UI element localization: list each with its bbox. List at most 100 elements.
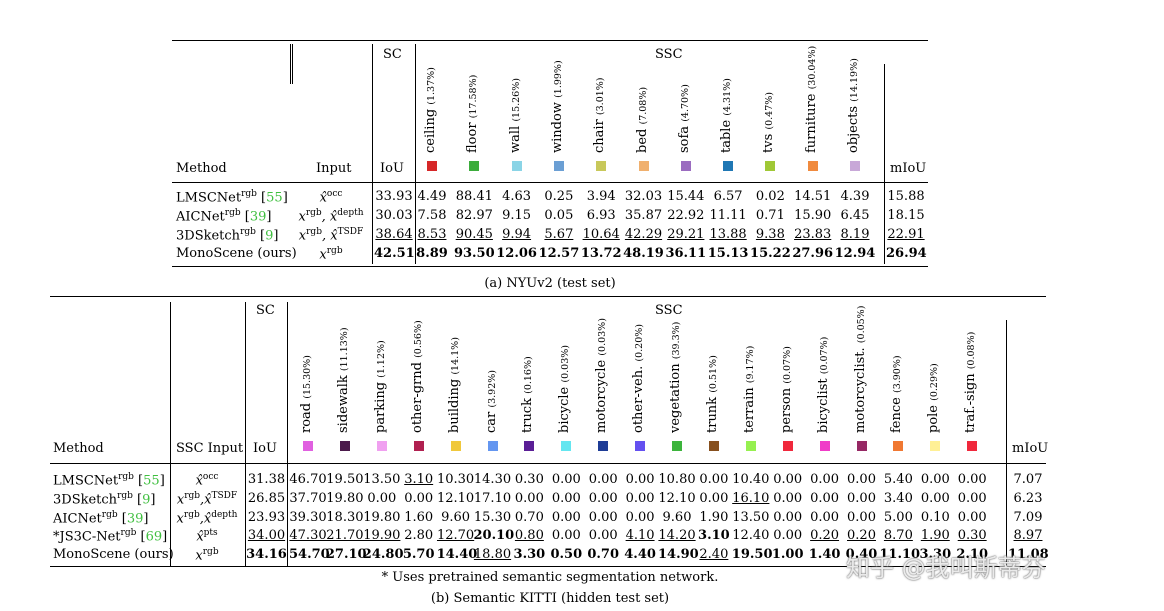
kitti-class-swatch-parking <box>376 441 387 451</box>
kitti-row-3-val-16: 8.70 <box>883 528 913 543</box>
kitti-row-4-val-13: 1.00 <box>771 547 804 562</box>
kitti-row-1-val-14: 0.00 <box>810 491 840 506</box>
kitti-row-0-val-12: 10.40 <box>732 472 770 487</box>
row-0-val-6: 15.44 <box>667 189 705 204</box>
kitti-class-label-pole: pole (0.29%) <box>926 363 942 433</box>
class-label-objects: objects (14.19%) <box>846 58 861 153</box>
kitti-sc-header: SC <box>256 303 275 318</box>
kitti-row-2-val-11: 1.90 <box>699 510 729 525</box>
method-sup: rgb <box>118 472 134 482</box>
row-2-val-5: 42.29 <box>624 227 663 242</box>
kitti-row-1-val-18: 0.00 <box>957 491 987 506</box>
kitti-class-label-fence: fence (3.90%) <box>889 355 905 433</box>
kitti-row-1-val-5: 17.10 <box>473 491 512 506</box>
kitti-row-0-val-0: 46.70 <box>289 472 327 487</box>
kitti-row-input-3: x̂pts <box>196 528 218 545</box>
kitti-row-miou-0: 7.07 <box>1013 472 1043 487</box>
kitti-row-1-val-11: 0.00 <box>699 491 729 506</box>
kitti-row-1-val-12: 16.10 <box>732 491 770 506</box>
kitti-row-method-2: AICNetrgb [39] <box>53 510 148 526</box>
kitti-row-2-val-10: 9.60 <box>662 510 692 525</box>
method-name: AICNet <box>176 209 225 225</box>
row-method-0: LMSCNetrgb [55] <box>176 189 288 205</box>
row-method-1: AICNetrgb [39] <box>176 208 271 224</box>
kitti-class-label-parking: parking (1.12%) <box>372 340 388 433</box>
row-miou-0: 15.88 <box>887 189 925 204</box>
row-2-val-0: 8.53 <box>417 227 447 242</box>
kitti-class-label-person: person (0.07%) <box>778 346 794 433</box>
kitti-row-iou-0: 31.38 <box>247 472 286 487</box>
kitti-row-4-val-5: 18.80 <box>473 547 512 562</box>
kitti-class-label-motorcyclist.: motorcyclist. (0.05%) <box>852 305 868 433</box>
method-sup: rgb <box>117 491 133 501</box>
input-column-rule <box>292 44 293 84</box>
row-1-val-9: 15.90 <box>794 208 832 223</box>
row-3-val-8: 15.22 <box>750 246 791 261</box>
kitti-row-0-val-2: 13.50 <box>363 472 401 487</box>
kitti-row-4-val-15: 0.40 <box>845 547 878 562</box>
kitti-class-swatch-bicycle <box>561 441 572 451</box>
row-0-val-5: 32.03 <box>624 189 663 204</box>
kitti-class-label-other-grnd: other-grnd (0.56%) <box>409 320 425 433</box>
kitti-row-3-val-15: 0.20 <box>847 528 876 543</box>
kitti-row-2-val-0: 39.30 <box>289 510 327 525</box>
method-name: MonoScene (ours) <box>53 547 174 562</box>
kitti-row-iou-4: 34.16 <box>246 547 287 562</box>
kitti-row-3-val-10: 14.20 <box>658 528 696 543</box>
kitti-row-4-val-18: 2.10 <box>956 547 989 562</box>
row-method-3: MonoScene (ours) <box>176 246 297 261</box>
kitti-row-input-2: xrgb,x̂depth <box>176 510 238 527</box>
row-1-val-2: 9.15 <box>502 208 532 223</box>
row-2-val-6: 29.21 <box>667 227 705 242</box>
kitti-row-1-val-15: 0.00 <box>847 491 876 506</box>
kitti-row-4-val-10: 14.90 <box>658 547 699 562</box>
kitti-row-4-val-3: 5.70 <box>402 547 435 562</box>
kitti-class-swatch-terrain <box>745 441 756 451</box>
row-3-val-1: 93.50 <box>453 246 495 261</box>
kitti-row-3-val-11: 3.10 <box>698 528 730 543</box>
class-swatch-bed <box>638 161 649 171</box>
watermark: 知乎 @我叫斯蒂芬 <box>846 554 1046 582</box>
input-column-rule-2 <box>290 44 291 84</box>
class-label-table: table (4.31%) <box>719 78 735 153</box>
row-1-val-6: 22.92 <box>667 208 705 223</box>
miou-column-rule <box>884 64 885 264</box>
row-3-val-2: 12.06 <box>496 246 537 261</box>
sc-column-rule <box>372 44 373 264</box>
kitti-row-1-val-10: 12.10 <box>658 491 696 506</box>
method-sup: rgb <box>240 227 256 237</box>
kitti-class-label-car: car (3.92%) <box>483 370 499 433</box>
kitti-row-4-val-0: 54.70 <box>289 547 330 562</box>
citation-ref: [55] <box>133 473 165 489</box>
citation-ref: [69] <box>136 529 168 545</box>
kitti-row-2-val-4: 9.60 <box>441 510 471 525</box>
kitti-row-4-val-11: 2.40 <box>699 547 729 562</box>
method-name: AICNet <box>53 511 102 527</box>
row-3-val-5: 48.19 <box>623 246 664 261</box>
kitti-input-header: SSC Input <box>176 441 244 456</box>
row-0-val-2: 4.63 <box>502 189 532 204</box>
kitti-row-3-val-5: 20.10 <box>473 528 515 543</box>
row-iou-0: 33.93 <box>375 189 413 204</box>
kitti-row-0-val-18: 0.00 <box>957 472 987 487</box>
kitti-row-0-val-16: 5.40 <box>883 472 913 487</box>
kitti-class-label-road: road (15.30%) <box>299 355 314 433</box>
kitti-class-label-other-veh.: other-veh. (0.20%) <box>631 324 647 433</box>
kitti-row-2-val-3: 1.60 <box>404 510 434 525</box>
row-iou-1: 30.03 <box>375 208 413 223</box>
kitti-row-2-val-9: 0.00 <box>625 510 655 525</box>
kitti-row-3-val-9: 4.10 <box>625 528 655 543</box>
citation-ref: [39] <box>117 511 149 527</box>
class-label-chair: chair (3.01%) <box>592 77 608 153</box>
class-swatch-floor <box>469 161 480 171</box>
kitti-row-input-4: xrgb <box>195 547 219 564</box>
kitti-row-4-val-14: 1.40 <box>808 547 841 562</box>
row-2-val-7: 13.88 <box>709 227 747 242</box>
method-sup: rgb <box>101 510 118 520</box>
kitti-row-0-val-8: 0.00 <box>588 472 618 487</box>
kitti-row-2-val-17: 0.10 <box>920 510 950 525</box>
kitti-row-1-val-4: 12.10 <box>436 491 475 506</box>
row-input-3: xrgb <box>319 246 343 263</box>
iou-header: IoU <box>380 161 404 176</box>
row-0-val-0: 4.49 <box>417 189 447 204</box>
